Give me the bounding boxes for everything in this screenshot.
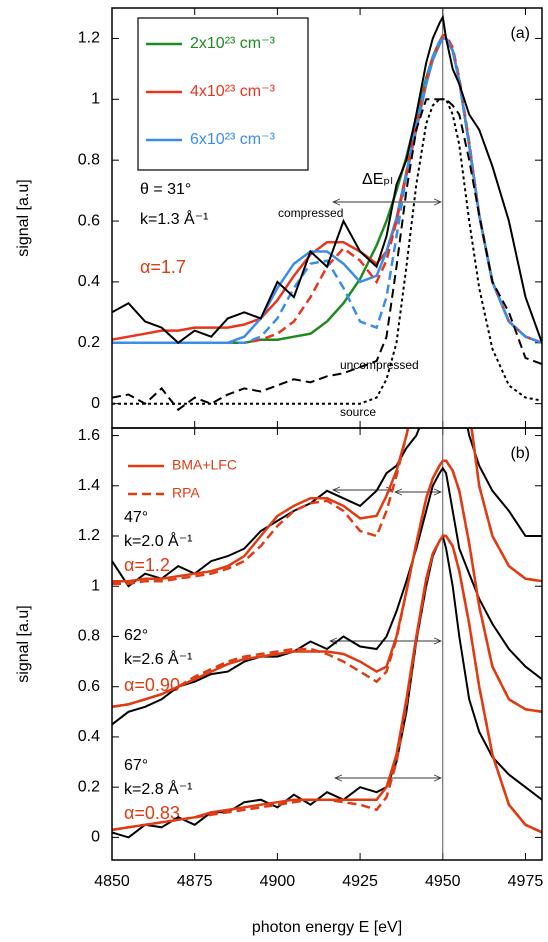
y-tick-label: 0.8 — [78, 628, 100, 645]
y-tick-label: 1 — [91, 91, 100, 108]
series-line — [112, 14, 542, 345]
y-tick-label: 0.6 — [78, 212, 100, 229]
panel-label: (b) — [510, 445, 530, 462]
x-tick-label: 4900 — [260, 873, 296, 890]
series-line — [112, 459, 542, 714]
annotation: k=2.6 Å⁻¹ — [124, 649, 192, 668]
x-axis-label: photon energy E [eV] — [252, 919, 402, 936]
x-tick-label: 4925 — [342, 873, 378, 890]
series-line — [112, 428, 542, 583]
annotation: source — [340, 405, 376, 419]
series-line — [112, 37, 542, 345]
y-tick-label: 0.2 — [78, 334, 100, 351]
y-tick-label: 1.4 — [78, 477, 100, 494]
annotation: uncompressed — [340, 358, 419, 372]
plot-frame — [111, 427, 543, 861]
y-tick-label: 0 — [91, 395, 100, 412]
panel-label: (a) — [510, 25, 530, 42]
x-tick-label: 4875 — [177, 873, 213, 890]
annotation: 47° — [124, 509, 148, 526]
y-tick-label: 0.4 — [78, 273, 100, 290]
annotation: k=1.3 Å⁻¹ — [140, 209, 208, 228]
y-tick-label: 0.4 — [78, 728, 100, 745]
y-tick-label: 0.6 — [78, 678, 100, 695]
annotation: α=0.83 — [124, 803, 180, 823]
x-tick-label: 4950 — [425, 873, 461, 890]
annotation: α=1.7 — [140, 257, 186, 277]
y-tick-label: 1.2 — [78, 527, 100, 544]
annotation: 67° — [124, 757, 148, 774]
y-axis-label: signal [a.u] — [15, 605, 32, 682]
y-tick-label: 1.6 — [78, 427, 100, 444]
x-tick-label: 4975 — [508, 873, 544, 890]
y-tick-label: 0 — [91, 829, 100, 846]
legend-label: 4x10²³ cm⁻³ — [190, 83, 276, 100]
series-line — [112, 98, 542, 405]
series-line — [112, 466, 542, 726]
annotation: compressed — [278, 206, 343, 220]
y-axis-label: signal [a.u] — [15, 179, 32, 256]
y-tick-label: 1.2 — [78, 30, 100, 47]
annotation: ΔEₚₗ — [362, 171, 393, 188]
legend-label: RPA — [172, 485, 200, 501]
series-line — [112, 428, 542, 585]
annotation: θ = 31° — [140, 181, 191, 198]
series-line — [112, 428, 542, 588]
annotation: k=2.0 Å⁻¹ — [124, 531, 192, 550]
series-line — [112, 533, 542, 839]
series-line — [112, 98, 542, 412]
annotation: 62° — [124, 627, 148, 644]
y-tick-label: 0.8 — [78, 151, 100, 168]
annotation: k=2.8 Å⁻¹ — [124, 779, 192, 798]
legend-label: BMA+LFC — [172, 457, 237, 473]
annotation: α=0.90 — [124, 675, 180, 695]
series-line — [112, 534, 542, 834]
annotation: α=1.2 — [124, 555, 170, 575]
y-tick-label: 0.2 — [78, 778, 100, 795]
legend-label: 2x10²³ cm⁻³ — [190, 35, 276, 52]
x-tick-label: 4850 — [94, 873, 130, 890]
legend-label: 6x10²³ cm⁻³ — [190, 131, 276, 148]
y-tick-label: 1 — [91, 577, 100, 594]
